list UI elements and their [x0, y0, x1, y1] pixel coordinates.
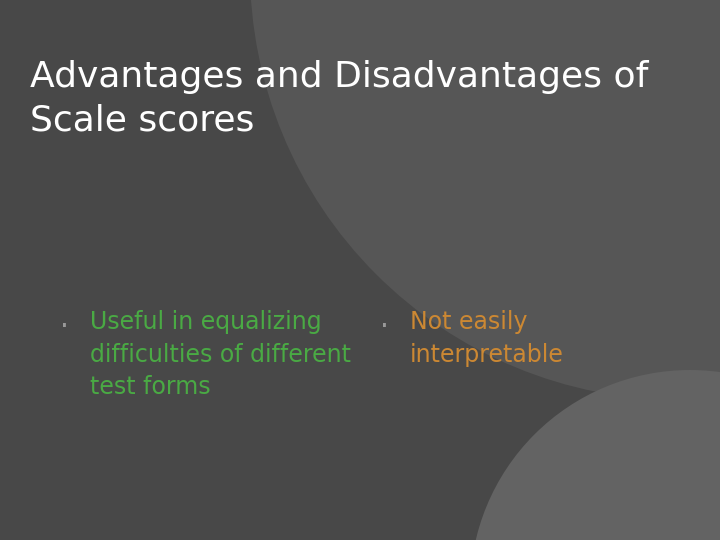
Text: ·: · [60, 313, 69, 341]
Circle shape [250, 0, 720, 400]
Text: ·: · [380, 313, 389, 341]
Circle shape [470, 370, 720, 540]
Text: Not easily
interpretable: Not easily interpretable [410, 310, 564, 367]
Text: Advantages and Disadvantages of
Scale scores: Advantages and Disadvantages of Scale sc… [30, 60, 649, 138]
Text: Useful in equalizing
difficulties of different
test forms: Useful in equalizing difficulties of dif… [90, 310, 351, 399]
